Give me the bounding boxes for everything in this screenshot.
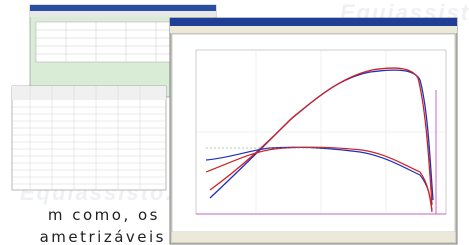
screenshot-collage: Equiassisto. Equiassisto. m com bbox=[0, 0, 469, 245]
caption-line: m como, os bbox=[48, 206, 160, 224]
caption-line: ametrizáveis bbox=[40, 228, 166, 245]
table-window bbox=[12, 86, 166, 190]
chart-window bbox=[170, 18, 457, 244]
page: {"watermark": "Equiassisto.", "caption":… bbox=[0, 0, 469, 245]
